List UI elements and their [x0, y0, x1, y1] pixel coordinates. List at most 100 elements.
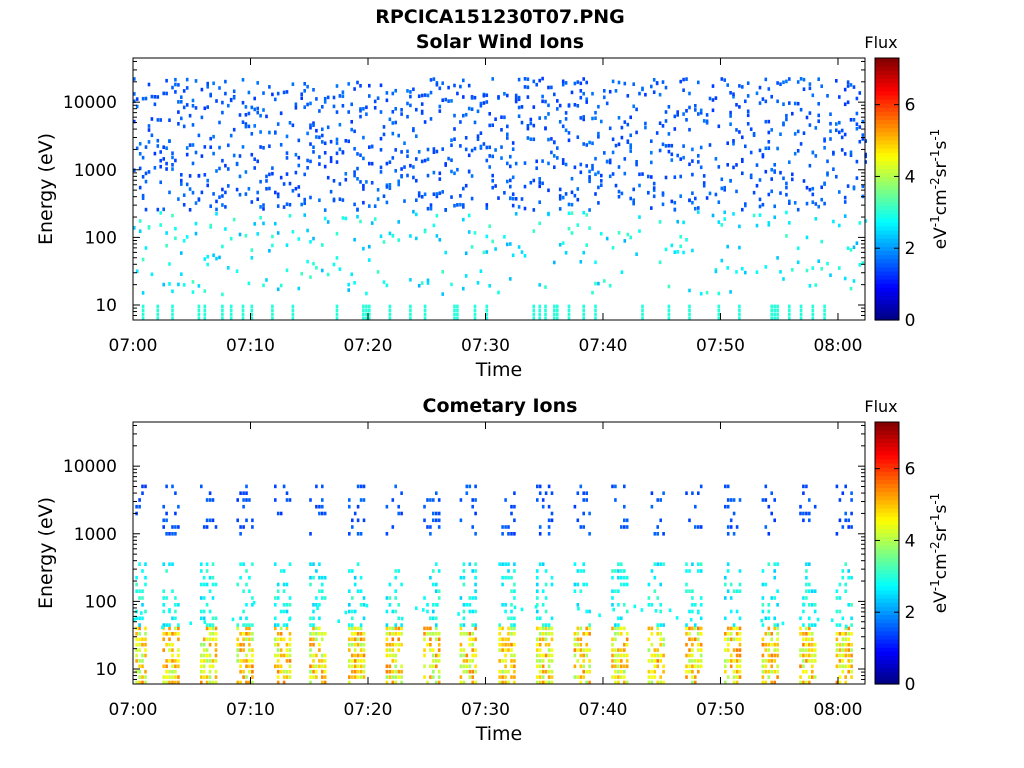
- heatmap-cell: [362, 669, 366, 674]
- heatmap-cells: [133, 484, 853, 685]
- heatmap-cell: [662, 623, 665, 627]
- heatmap-cell: [497, 95, 500, 99]
- heatmap-cell: [694, 675, 697, 679]
- heatmap-cell: [356, 637, 360, 642]
- heatmap-cell: [359, 153, 362, 157]
- heatmap-cell: [432, 648, 435, 652]
- heatmap-cell: [653, 648, 657, 652]
- heatmap-cell: [462, 664, 466, 669]
- heatmap-cell: [850, 498, 853, 502]
- heatmap-cell: [776, 603, 779, 607]
- heatmap-cell: [711, 213, 715, 218]
- heatmap-cell: [303, 172, 306, 177]
- heatmap-cell: [841, 642, 845, 647]
- heatmap-cell: [318, 659, 321, 663]
- heatmap-cell: [321, 669, 324, 674]
- heatmap-cell: [682, 77, 685, 82]
- heatmap-cell: [312, 637, 315, 642]
- heatmap-cell: [717, 124, 721, 129]
- heatmap-cell: [153, 95, 157, 99]
- heatmap-cell: [829, 273, 832, 277]
- heatmap-cell: [726, 675, 730, 679]
- heatmap-cell: [251, 653, 254, 658]
- heatmap-cell: [579, 626, 583, 631]
- heatmap-cell: [171, 155, 174, 160]
- heatmap-cell: [177, 110, 180, 114]
- heatmap-cell: [553, 312, 556, 317]
- heatmap-cell: [835, 174, 838, 179]
- heatmap-cell: [309, 123, 312, 127]
- heatmap-cell: [274, 653, 277, 658]
- heatmap-cell: [838, 659, 842, 663]
- heatmap-cell: [805, 582, 808, 587]
- heatmap-cell: [165, 161, 168, 166]
- heatmap-cell: [510, 575, 513, 580]
- heatmap-cell: [353, 147, 356, 151]
- heatmap-cell: [141, 491, 144, 495]
- heatmap-cell: [394, 623, 397, 627]
- heatmap-cell: [229, 308, 233, 313]
- heatmap-cell: [617, 623, 620, 627]
- heatmap-cell: [135, 504, 138, 509]
- heatmap-cell: [309, 195, 312, 200]
- heatmap-cell: [385, 664, 389, 669]
- heatmap-cell: [659, 637, 662, 642]
- heatmap-cell: [799, 675, 802, 679]
- heatmap-cell: [667, 143, 671, 148]
- heatmap-cell: [491, 185, 494, 190]
- heatmap-cell: [191, 104, 195, 108]
- heatmap-cell: [159, 180, 162, 185]
- heatmap-cell: [438, 109, 442, 113]
- heatmap-cell: [279, 637, 283, 642]
- heatmap-cell: [138, 504, 141, 509]
- figure-title: RPCICA151230T07.PNG: [375, 6, 625, 28]
- heatmap-cell: [203, 145, 207, 149]
- heatmap-cell: [465, 653, 469, 658]
- heatmap-cell: [808, 518, 811, 523]
- heatmap-cell: [658, 121, 662, 125]
- heatmap-cell: [685, 632, 688, 636]
- colorbar-segment: [875, 229, 899, 235]
- heatmap-cell: [203, 257, 207, 261]
- heatmap-cell: [849, 150, 853, 155]
- heatmap-cell: [553, 260, 556, 265]
- heatmap-cell: [588, 511, 591, 516]
- heatmap-cell: [271, 304, 274, 309]
- heatmap-cell: [620, 648, 623, 652]
- heatmap-cell: [785, 79, 788, 84]
- heatmap-cell: [808, 163, 812, 168]
- heatmap-cell: [214, 659, 218, 663]
- heatmap-cell: [450, 282, 453, 287]
- heatmap-cell: [476, 137, 480, 141]
- heatmap-cell: [218, 195, 221, 199]
- heatmap-cell: [770, 308, 773, 313]
- heatmap-cell: [732, 139, 735, 143]
- heatmap-cell: [699, 111, 703, 115]
- heatmap-cell: [165, 659, 168, 663]
- heatmap-cell: [799, 316, 803, 321]
- heatmap-cell: [776, 623, 779, 627]
- heatmap-cell: [318, 603, 321, 607]
- heatmap-cell: [813, 659, 817, 663]
- heatmap-cell: [138, 632, 141, 636]
- heatmap-cell: [846, 80, 850, 84]
- heatmap-cell: [474, 575, 477, 580]
- heatmap-cell: [513, 675, 516, 679]
- heatmap-cell: [802, 637, 805, 642]
- heatmap-cell: [138, 219, 142, 223]
- heatmap-cell: [435, 680, 438, 685]
- heatmap-cell: [547, 648, 551, 652]
- colorbar-segment: [875, 254, 899, 260]
- heatmap-cell: [691, 626, 694, 631]
- heatmap-cell: [799, 308, 803, 313]
- heatmap-cell: [400, 108, 403, 112]
- heatmap-cell: [697, 525, 700, 529]
- heatmap-cell: [218, 145, 221, 150]
- heatmap-cell: [429, 498, 432, 502]
- heatmap-cell: [297, 138, 301, 143]
- heatmap-cell: [211, 626, 215, 631]
- heatmap-cell: [661, 193, 665, 197]
- heatmap-cell: [244, 105, 248, 109]
- heatmap-cell: [479, 131, 483, 135]
- heatmap-cell: [841, 659, 845, 663]
